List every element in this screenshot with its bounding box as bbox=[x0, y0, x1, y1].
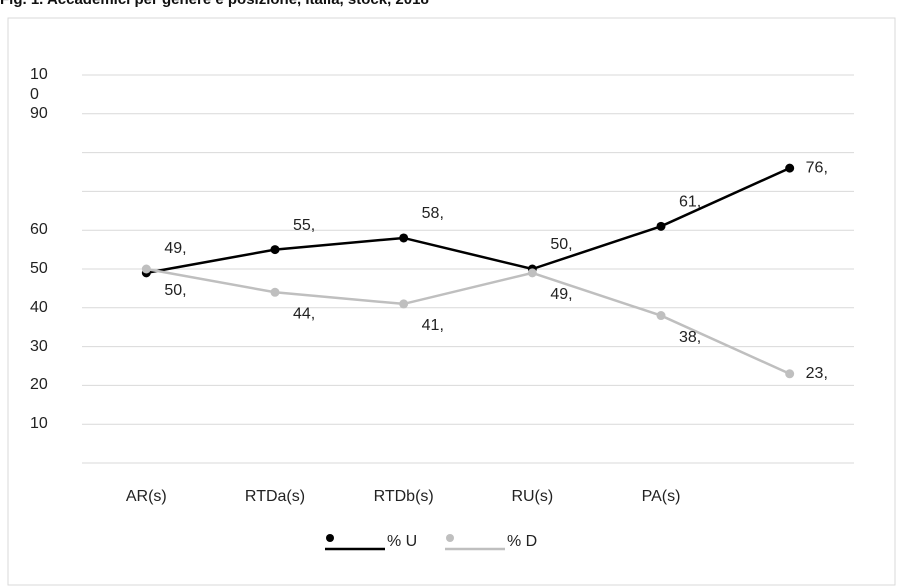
legend-label: % D bbox=[507, 533, 537, 550]
point bbox=[656, 311, 666, 321]
data-label: 55, bbox=[293, 217, 315, 234]
x-tick-label: RTDa(s) bbox=[245, 488, 305, 505]
legend-marker bbox=[326, 534, 334, 542]
data-label: 44, bbox=[293, 305, 315, 322]
data-label: 76, bbox=[806, 159, 828, 176]
y-tick-label: 20 bbox=[30, 376, 48, 394]
series-line bbox=[146, 166, 791, 275]
data-label: 41, bbox=[422, 317, 444, 334]
x-tick-label: RU(s) bbox=[511, 488, 553, 505]
data-label: 50, bbox=[550, 236, 572, 253]
x-tick-label: PA(s) bbox=[642, 488, 681, 505]
point bbox=[785, 163, 795, 173]
point bbox=[270, 245, 280, 255]
data-label: 50, bbox=[164, 282, 186, 299]
y-tick-label: 90 bbox=[30, 104, 48, 122]
x-tick-label: AR(s) bbox=[126, 488, 167, 505]
legend-label: % U bbox=[387, 533, 417, 550]
y-tick-label: 10 bbox=[30, 415, 48, 433]
y-tick-label: 100 bbox=[30, 66, 48, 103]
legend-marker bbox=[446, 534, 454, 542]
series-line bbox=[146, 267, 791, 375]
data-label: 38, bbox=[679, 329, 701, 346]
y-tick-label: 40 bbox=[30, 298, 48, 316]
data-label: 49, bbox=[164, 240, 186, 257]
chart-title: Fig. 1. Accademici per genere e posizion… bbox=[0, 0, 429, 8]
y-tick-label: 30 bbox=[30, 337, 48, 355]
point bbox=[399, 233, 409, 243]
point bbox=[656, 221, 666, 231]
point bbox=[399, 299, 409, 309]
y-tick-label: 50 bbox=[30, 260, 48, 277]
data-label: 58, bbox=[422, 205, 444, 222]
data-label: 49, bbox=[550, 286, 572, 303]
chart-border bbox=[7, 17, 896, 586]
y-tick-label: 60 bbox=[30, 221, 48, 239]
point bbox=[270, 287, 280, 297]
x-tick-label: RTDb(s) bbox=[374, 488, 434, 505]
point bbox=[527, 268, 537, 278]
point bbox=[785, 369, 795, 379]
data-label: 61, bbox=[679, 194, 701, 211]
data-label: 23, bbox=[806, 365, 828, 382]
point bbox=[141, 264, 151, 274]
